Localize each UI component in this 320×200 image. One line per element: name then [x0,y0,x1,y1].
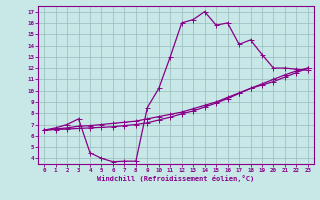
X-axis label: Windchill (Refroidissement éolien,°C): Windchill (Refroidissement éolien,°C) [97,175,255,182]
